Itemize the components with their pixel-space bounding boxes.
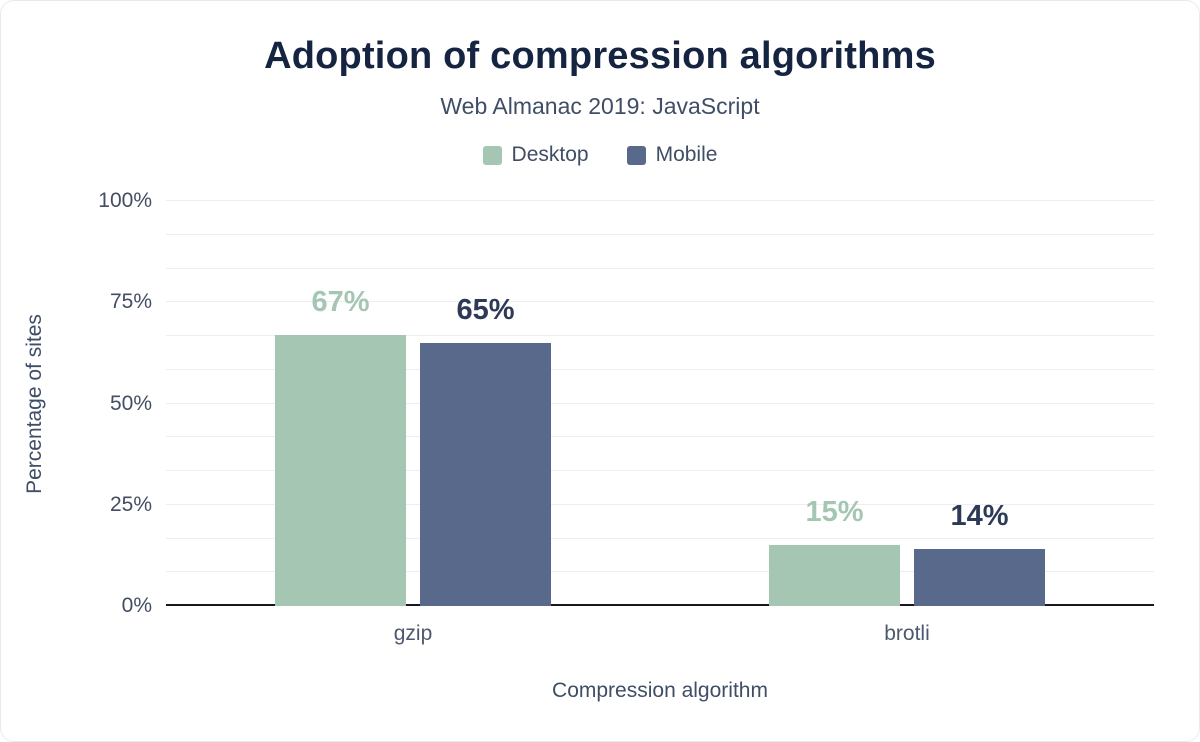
gridline [166,200,1154,201]
chart-subtitle: Web Almanac 2019: JavaScript [440,93,760,119]
bar-mobile-gzip [420,342,551,606]
y-tick-label: 75% [109,290,152,314]
bar-group-brotli: 15% 14% [769,496,1045,606]
y-axis-title: Percentage of sites [23,314,46,494]
gridline [166,537,1154,539]
bar-wrap-desktop-brotli: 15% [769,496,900,606]
bar-desktop-gzip [275,334,406,606]
gridline [166,267,1154,269]
gridline [166,470,1154,472]
gridline [166,571,1154,573]
legend-swatch-desktop [482,145,502,165]
y-tick-label: 50% [109,391,152,415]
plot-area: 0% 25% 50% 75% 100% 67% 65% gzip 15% 14% brotli [98,189,1154,645]
bar-wrap-mobile-brotli: 14% [914,500,1045,606]
bar-mobile-brotli [914,549,1045,606]
gridline [166,368,1154,370]
gridline [166,503,1154,505]
bar-group-gzip: 67% 65% [275,286,551,606]
bar-desktop-brotli [769,545,900,606]
x-axis-line [166,604,1154,606]
legend-label-mobile: Mobile [655,143,718,166]
legend-label-desktop: Desktop [511,143,589,166]
bar-value-label-mobile-brotli: 14% [950,500,1009,533]
x-tick-label-brotli: brotli [884,622,930,645]
legend: Desktop Mobile [1,143,1199,167]
gridline [166,436,1154,438]
legend-item-mobile: Mobile [626,143,718,167]
legend-swatch-mobile [626,145,646,165]
gridline [166,335,1154,337]
bar-value-label-desktop-brotli: 15% [805,496,864,529]
gridline [166,233,1154,235]
y-tick-label: 0% [121,594,152,617]
gridline [166,402,1154,404]
chart-title: Adoption of compression algorithms [264,35,936,77]
bar-wrap-mobile-gzip: 65% [420,294,551,606]
bar-wrap-desktop-gzip: 67% [275,286,406,606]
legend-item-desktop: Desktop [482,143,589,167]
bar-value-label-mobile-gzip: 65% [456,293,515,326]
x-tick-label-gzip: gzip [393,622,433,645]
gridline [166,301,1154,303]
y-tick-label: 25% [109,492,152,516]
bar-value-label-desktop-gzip: 67% [311,285,370,318]
x-axis-title: Compression algorithm [552,679,768,702]
y-tick-label: 100% [98,189,152,212]
